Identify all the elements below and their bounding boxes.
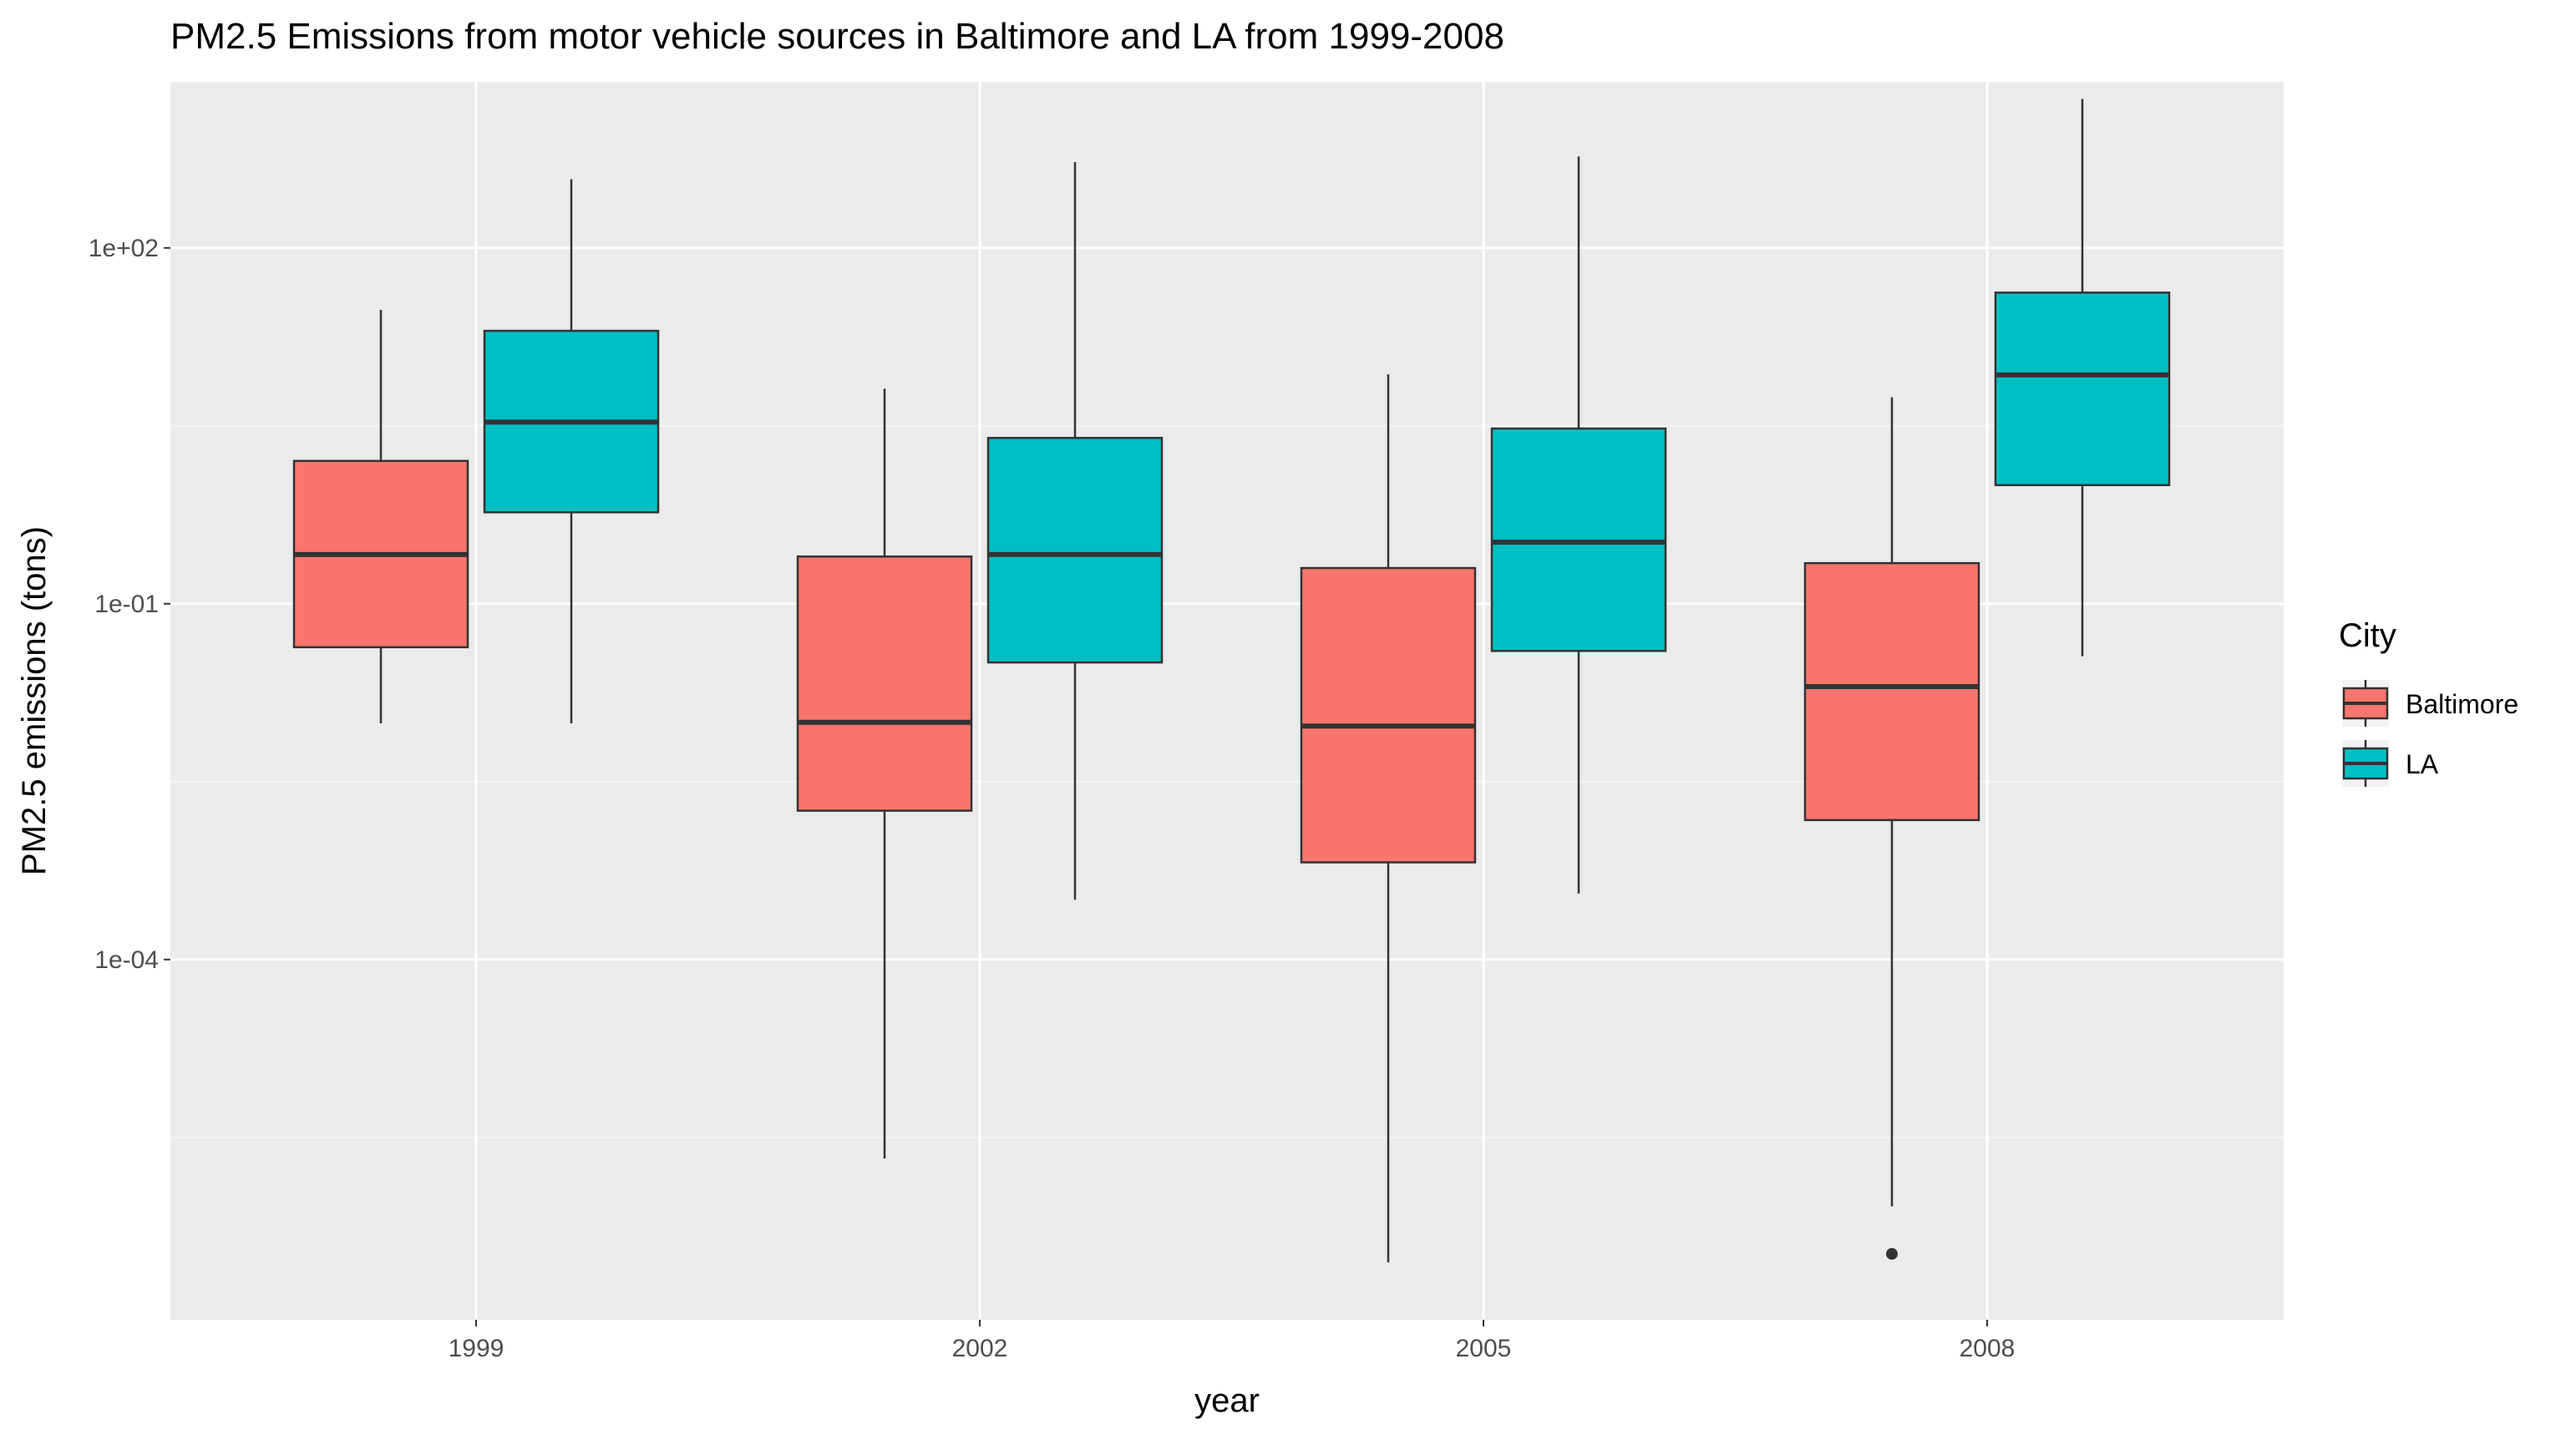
x-tick-label: 1999 <box>449 1335 505 1362</box>
legend: City Baltimore LA <box>2335 617 2559 794</box>
box-la-1999 <box>483 179 660 724</box>
legend-items: Baltimore LA <box>2342 680 2518 787</box>
y-tick-label: 1e-04 <box>94 946 159 974</box>
x-tick-label: 2005 <box>1456 1335 1512 1362</box>
box-baltimore-1999 <box>292 310 469 724</box>
x-axis-ticks: 1999 2002 2005 2008 <box>449 1320 2016 1362</box>
box-iqr <box>986 437 1164 664</box>
legend-item-baltimore: Baltimore <box>2342 680 2518 727</box>
x-tick-label: 2008 <box>1960 1335 2016 1362</box>
box-baltimore-2008 <box>1803 397 1980 1260</box>
legend-item-la: LA <box>2342 740 2439 787</box>
legend-label: LA <box>2406 749 2439 779</box>
chart-title: PM2.5 Emissions from motor vehicle sourc… <box>170 16 1504 57</box>
box-la-2008 <box>1994 99 2171 657</box>
outlier-point <box>1886 1248 1898 1260</box>
box-baltimore-2005 <box>1300 374 1477 1263</box>
x-tick-label: 2002 <box>952 1335 1008 1362</box>
box-iqr <box>796 555 973 812</box>
grid-major <box>170 82 2284 1320</box>
y-axis-title: PM2.5 emissions (tons) <box>16 526 53 875</box>
boxes-layer <box>292 99 2171 1263</box>
y-axis-ticks: 1e-04 1e-01 1e+02 <box>89 235 170 974</box>
box-iqr <box>1994 292 2171 487</box>
box-la-2002 <box>986 161 1164 900</box>
y-tick-label: 1e-01 <box>94 591 159 618</box>
y-tick-label: 1e+02 <box>89 235 159 262</box>
box-iqr <box>1300 566 1477 864</box>
box-baltimore-2002 <box>796 388 973 1159</box>
box-la-2005 <box>1490 156 1667 894</box>
box-iqr <box>1803 561 1980 822</box>
legend-label: Baltimore <box>2406 689 2518 719</box>
x-axis-title: year <box>1194 1382 1260 1419</box>
legend-title: City <box>2339 617 2396 654</box>
